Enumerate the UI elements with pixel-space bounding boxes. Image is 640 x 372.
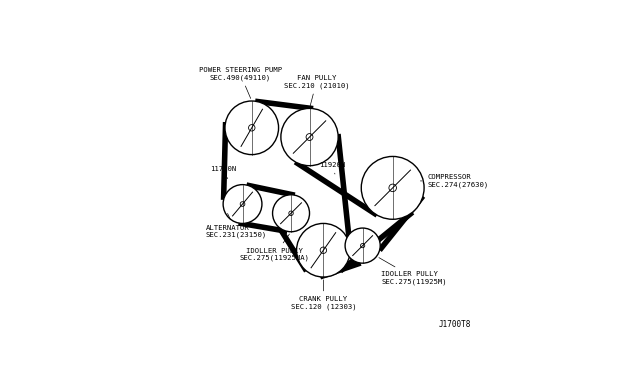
Text: 11720N: 11720N — [210, 166, 236, 179]
Text: COMPRESSOR
SEC.274(27630): COMPRESSOR SEC.274(27630) — [420, 174, 488, 188]
Circle shape — [296, 224, 350, 277]
Text: IDOLLER PULLY
SEC.275(11925M): IDOLLER PULLY SEC.275(11925M) — [379, 258, 447, 285]
Circle shape — [345, 228, 380, 263]
Circle shape — [225, 101, 278, 155]
Text: FAN PULLY
SEC.210 (21010): FAN PULLY SEC.210 (21010) — [284, 75, 349, 106]
Text: CRANK PULLY
SEC.120 (12303): CRANK PULLY SEC.120 (12303) — [291, 280, 356, 310]
Text: ALTERNATOR
SEC.231(23150): ALTERNATOR SEC.231(23150) — [205, 214, 267, 238]
Circle shape — [281, 108, 338, 166]
Text: IDOLLER PULLY
SEC.275(11925MA): IDOLLER PULLY SEC.275(11925MA) — [240, 234, 310, 262]
Circle shape — [273, 195, 310, 232]
Circle shape — [223, 185, 262, 224]
Text: POWER STEERING PUMP
SEC.490(49110): POWER STEERING PUMP SEC.490(49110) — [198, 67, 282, 99]
Text: 11920N: 11920N — [319, 162, 345, 174]
Text: J1700T8: J1700T8 — [439, 320, 471, 329]
Circle shape — [361, 157, 424, 219]
